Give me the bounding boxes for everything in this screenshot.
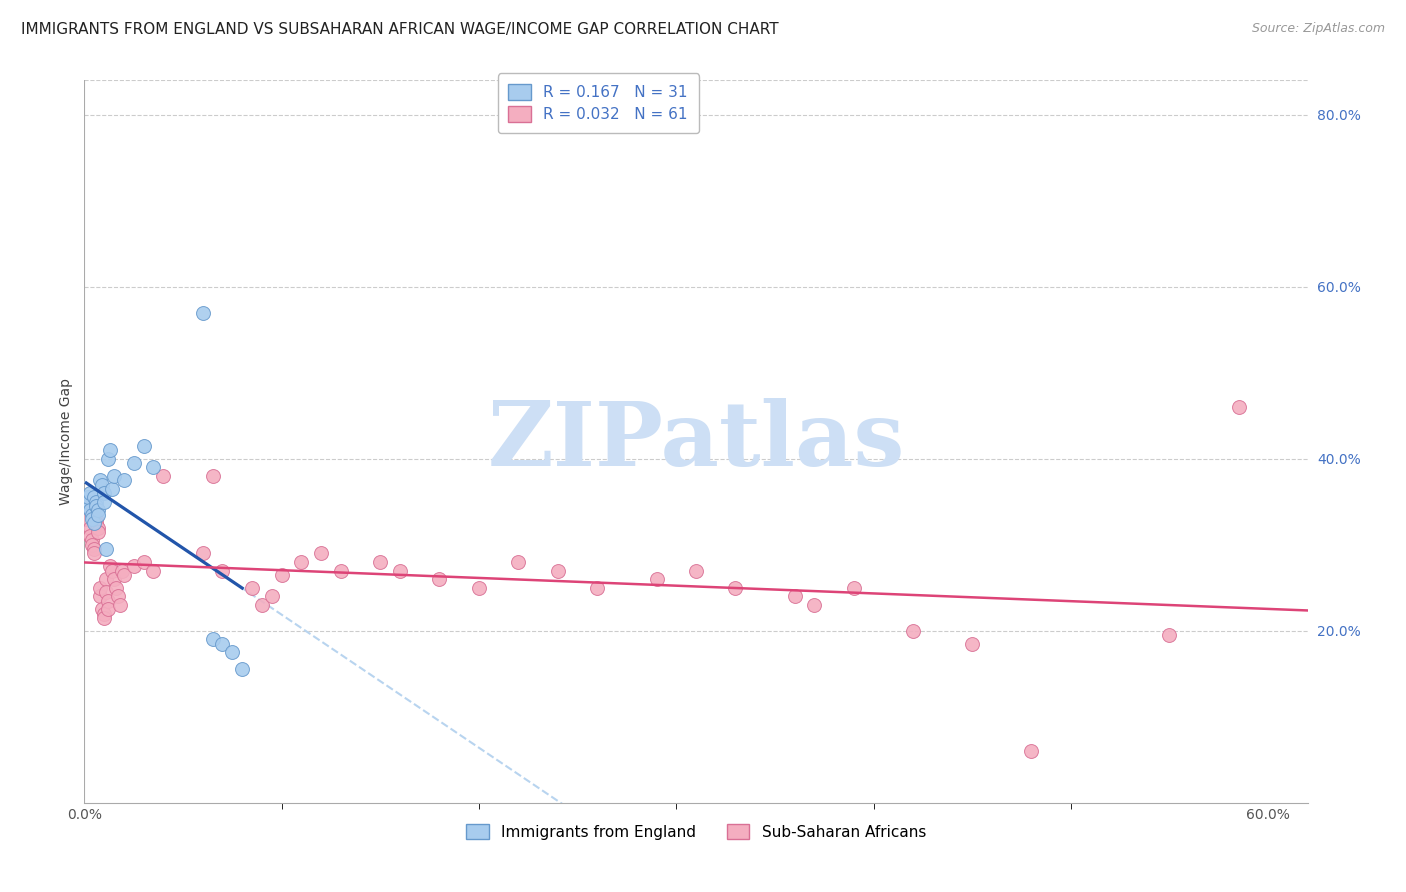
Legend: Immigrants from England, Sub-Saharan Africans: Immigrants from England, Sub-Saharan Afr… [460, 818, 932, 846]
Point [290, 555, 312, 569]
Point [142, 564, 165, 578]
Point [104, 581, 127, 595]
Point [97, 602, 120, 616]
Point [98, 559, 121, 574]
Point [111, 564, 134, 578]
Point [83, 546, 105, 560]
Point [429, 572, 451, 586]
Point [1227, 400, 1250, 414]
Point [87, 520, 110, 534]
Point [77, 494, 100, 508]
Point [211, 564, 233, 578]
Point [645, 572, 668, 586]
Point [260, 590, 283, 604]
Point [93, 486, 115, 500]
Point [98, 443, 121, 458]
Point [97, 451, 120, 466]
Point [89, 473, 111, 487]
Text: Source: ZipAtlas.com: Source: ZipAtlas.com [1251, 22, 1385, 36]
Point [960, 637, 983, 651]
Point [84, 494, 107, 508]
Point [783, 590, 806, 604]
Point [91, 602, 114, 616]
Point [685, 564, 707, 578]
Point [83, 542, 105, 557]
Point [84, 499, 107, 513]
Point [108, 598, 131, 612]
Point [329, 564, 352, 578]
Point [94, 572, 117, 586]
Point [82, 512, 104, 526]
Point [97, 593, 120, 607]
Point [389, 564, 412, 578]
Point [94, 542, 117, 557]
Point [87, 524, 110, 539]
Point [368, 555, 391, 569]
Point [201, 469, 224, 483]
Point [309, 546, 332, 560]
Point [79, 486, 101, 500]
Point [468, 581, 491, 595]
Point [103, 572, 125, 586]
Point [842, 581, 865, 595]
Point [75, 512, 97, 526]
Point [83, 516, 105, 531]
Point [75, 499, 97, 513]
Point [82, 538, 104, 552]
Point [82, 508, 104, 522]
Point [122, 559, 145, 574]
Point [91, 477, 114, 491]
Point [211, 637, 233, 651]
Point [221, 645, 243, 659]
Point [803, 598, 825, 612]
Y-axis label: Wage/Income Gap: Wage/Income Gap [59, 378, 73, 505]
Point [250, 598, 273, 612]
Text: ZIPatlas: ZIPatlas [488, 398, 904, 485]
Point [122, 456, 145, 470]
Point [270, 567, 292, 582]
Point [77, 491, 100, 505]
Point [191, 305, 214, 319]
Point [132, 439, 155, 453]
Point [1159, 628, 1181, 642]
Point [101, 482, 124, 496]
Point [132, 555, 155, 569]
Point [84, 512, 107, 526]
Point [112, 473, 135, 487]
Point [586, 581, 609, 595]
Point [1021, 744, 1043, 758]
Point [87, 508, 110, 522]
Point [93, 494, 115, 508]
Point [77, 499, 100, 513]
Point [94, 585, 117, 599]
Point [112, 567, 135, 582]
Point [142, 460, 165, 475]
Point [152, 469, 174, 483]
Point [87, 503, 110, 517]
Point [191, 546, 214, 560]
Point [89, 581, 111, 595]
Point [103, 469, 125, 483]
Point [724, 581, 747, 595]
Point [93, 611, 115, 625]
Point [89, 590, 111, 604]
Point [240, 581, 263, 595]
Point [508, 555, 530, 569]
Text: IMMIGRANTS FROM ENGLAND VS SUBSAHARAN AFRICAN WAGE/INCOME GAP CORRELATION CHART: IMMIGRANTS FROM ENGLAND VS SUBSAHARAN AF… [21, 22, 779, 37]
Point [547, 564, 569, 578]
Point [93, 607, 115, 621]
Point [79, 503, 101, 517]
Point [901, 624, 924, 638]
Point [83, 491, 105, 505]
Point [101, 564, 124, 578]
Point [82, 533, 104, 548]
Point [201, 632, 224, 647]
Point [84, 516, 107, 531]
Point [79, 520, 101, 534]
Point [107, 590, 129, 604]
Point [79, 529, 101, 543]
Point [231, 663, 253, 677]
